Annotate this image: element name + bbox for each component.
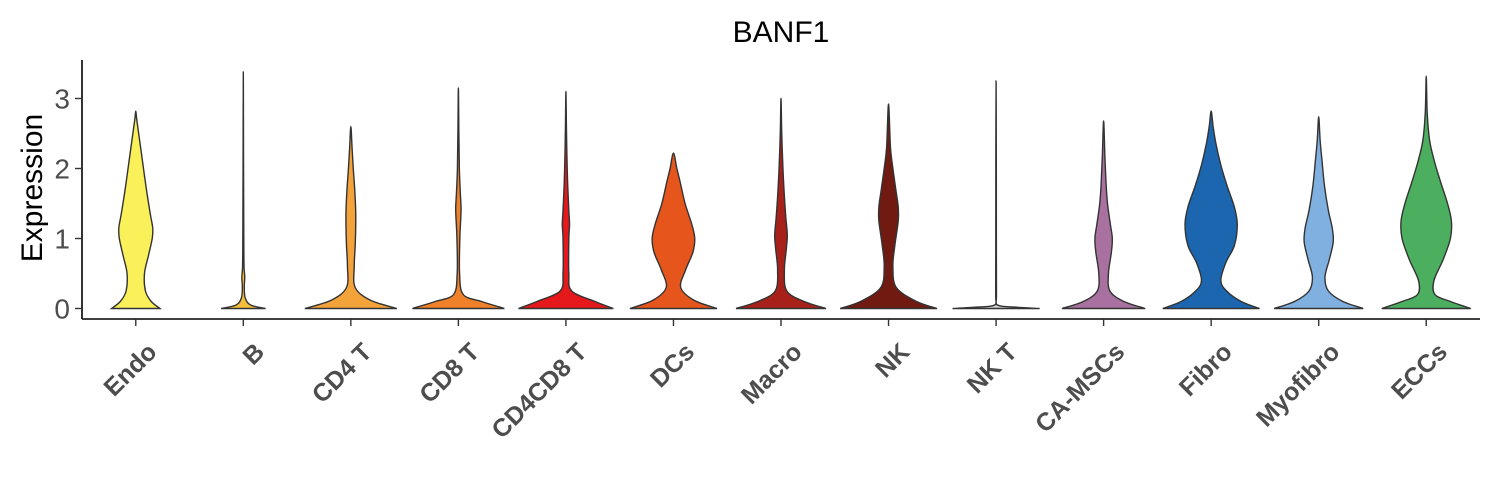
x-tick-label: DCs [645,338,700,393]
violin-nk-t [952,80,1040,310]
x-tick-label: B [237,338,270,371]
x-tick-label: NK [870,338,915,383]
violin-eccs [1381,75,1471,310]
x-ticks: Endo B CD4 T CD8 T CD4CD8 T DCs Macro NK NK T CA-… [98,319,1453,444]
y-tick-label: 3 [54,84,70,115]
violin-myofibro [1273,115,1364,310]
x-tick-label: CD8 T [414,338,485,409]
x-tick-label: Fibro [1174,338,1238,402]
x-tick-label: CA-MSCs [1030,338,1130,438]
chart-title: BANF1 [733,16,830,49]
violin-cd4-t [304,125,398,310]
x-tick-label: Macro [736,338,808,410]
x-tick-label: Endo [98,338,162,402]
y-tick-label: 0 [54,294,70,325]
violin-nk [839,103,938,310]
y-tick-label: 1 [54,224,70,255]
y-axis-label: Expression [16,114,49,262]
violin-fibro [1162,110,1260,310]
violin-macro [735,97,827,310]
violin-layer [109,70,1471,310]
violin-dcs [629,152,718,310]
violin-endo [109,110,162,310]
x-tick-label: CD4CD8 T [486,338,592,444]
x-tick-label: CD4 T [307,338,378,409]
x-tick-label: ECCs [1386,338,1453,405]
violin-cd8-t [412,87,505,310]
y-tick-label: 2 [54,154,70,185]
y-ticks: 0 1 2 3 [54,84,82,325]
x-tick-label: NK T [962,338,1023,399]
x-tick-label: Myofibro [1251,338,1345,432]
violin-ca-mscs [1061,120,1146,310]
violin-cd4cd8-t [518,90,614,310]
violin-b [220,70,266,310]
